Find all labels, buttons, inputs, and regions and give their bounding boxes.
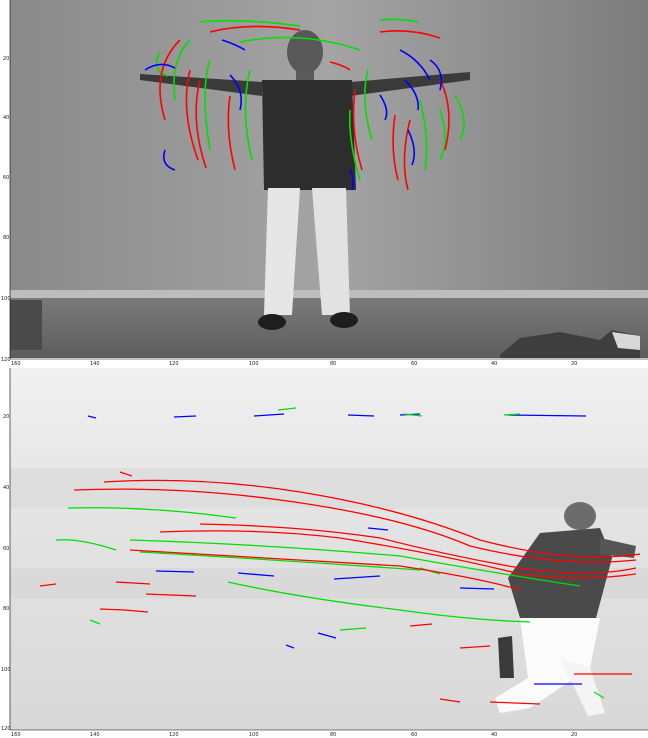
top-x-axis: 160 140 120 100 80 60 40 20 0 (11, 361, 577, 367)
top-x-tick: 120 (169, 361, 179, 367)
green-tracks (155, 18, 465, 181)
trajectories (144, 18, 465, 191)
bottom-y-tick: 80 (3, 606, 9, 612)
bottom-y-tick: 100 (1, 667, 11, 673)
bottom-x-tick: 40 (491, 732, 497, 738)
floor-clutter (500, 330, 640, 358)
top-y-tick: 80 (3, 235, 9, 241)
top-y-tick: 20 (3, 56, 9, 62)
top-y-tick: 120 (1, 357, 11, 363)
person (140, 30, 470, 330)
top-y-tick: 60 (3, 175, 9, 181)
blue-tracks (144, 39, 443, 191)
bottom-x-tick: 100 (249, 732, 259, 738)
bottom-y-tick: 20 (3, 414, 9, 420)
bottom-image: 20 40 60 80 100 120 160 140 120 100 80 6… (1, 368, 648, 738)
top-x-tick: 40 (491, 361, 497, 367)
top-x-tick: 100 (249, 361, 259, 367)
top-image-panel: 20 40 60 80 100 120 160 140 120 100 80 6… (0, 0, 648, 368)
top-y-tick: 100 (1, 296, 11, 302)
top-x-tick: 160 (11, 361, 21, 367)
top-y-axis: 20 40 60 80 100 120 (1, 56, 11, 363)
bottom-x-tick: 80 (330, 732, 336, 738)
top-x-tick: 140 (90, 361, 100, 367)
bottom-x-tick: 120 (169, 732, 179, 738)
bottom-y-tick: 60 (3, 546, 9, 552)
floor-box (612, 332, 640, 350)
bottom-y-axis: 20 40 60 80 100 120 (1, 414, 11, 732)
top-x-tick: 20 (571, 361, 577, 367)
bottom-x-tick: 20 (571, 732, 577, 738)
bottom-x-tick: 140 (90, 732, 100, 738)
bottom-y-tick: 120 (1, 726, 11, 732)
top-image: 20 40 60 80 100 120 160 140 120 100 80 6… (1, 0, 648, 367)
bottom-image-panel: 20 40 60 80 100 120 160 140 120 100 80 6… (0, 368, 648, 738)
bottom-red-tracks (39, 471, 641, 705)
bottom-x-tick: 60 (411, 732, 417, 738)
top-y-tick: 40 (3, 115, 9, 121)
bottom-x-tick: 160 (11, 732, 21, 738)
top-x-tick: 80 (330, 361, 336, 367)
top-x-tick: 60 (411, 361, 417, 367)
corner-object (10, 300, 42, 350)
bottom-blue-tracks (87, 413, 587, 685)
bottom-x-axis: 160 140 120 100 80 60 40 20 (11, 732, 577, 738)
baseball-player (495, 502, 636, 716)
bottom-y-tick: 40 (3, 485, 9, 491)
bottom-trajectories (39, 407, 641, 705)
red-tracks (159, 25, 450, 191)
